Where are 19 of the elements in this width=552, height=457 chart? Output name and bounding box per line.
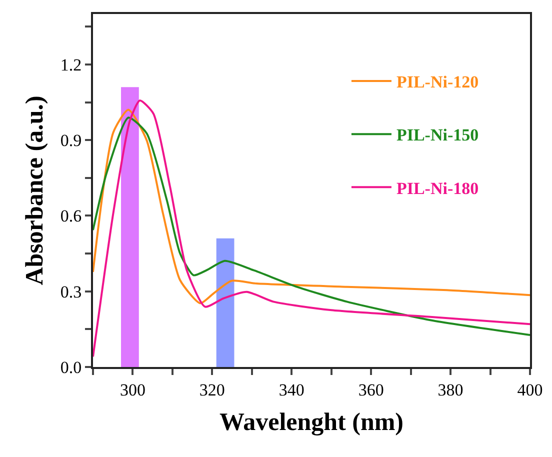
legend-label: PIL-Ni-180 (396, 178, 479, 198)
x-tick-label: 320 (199, 380, 225, 400)
y-axis-title: Absorbance (a.u.) (22, 96, 49, 286)
line-series (93, 99, 530, 358)
line-series (93, 116, 530, 336)
x-axis-title: Wavelenght (nm) (219, 408, 404, 436)
line-series (93, 108, 530, 304)
text: 0.0 (60, 358, 82, 377)
y-tick-label: 0.6 (60, 206, 82, 226)
y-tick-label: 0.3 (60, 282, 82, 302)
x-tick-label: 340 (278, 380, 304, 400)
legend-label: PIL-Ni-120 (396, 72, 479, 92)
x-tick-label: 360 (358, 380, 384, 400)
legend-label: PIL-Ni-150 (396, 126, 479, 145)
x-tick-label: 380 (438, 380, 464, 400)
x-tick-label: 300 (120, 380, 146, 400)
y-tick-label: 0.9 (60, 131, 82, 150)
y-tick-label: 1.2 (60, 55, 82, 74)
x-tick-label: 400 (517, 380, 543, 400)
